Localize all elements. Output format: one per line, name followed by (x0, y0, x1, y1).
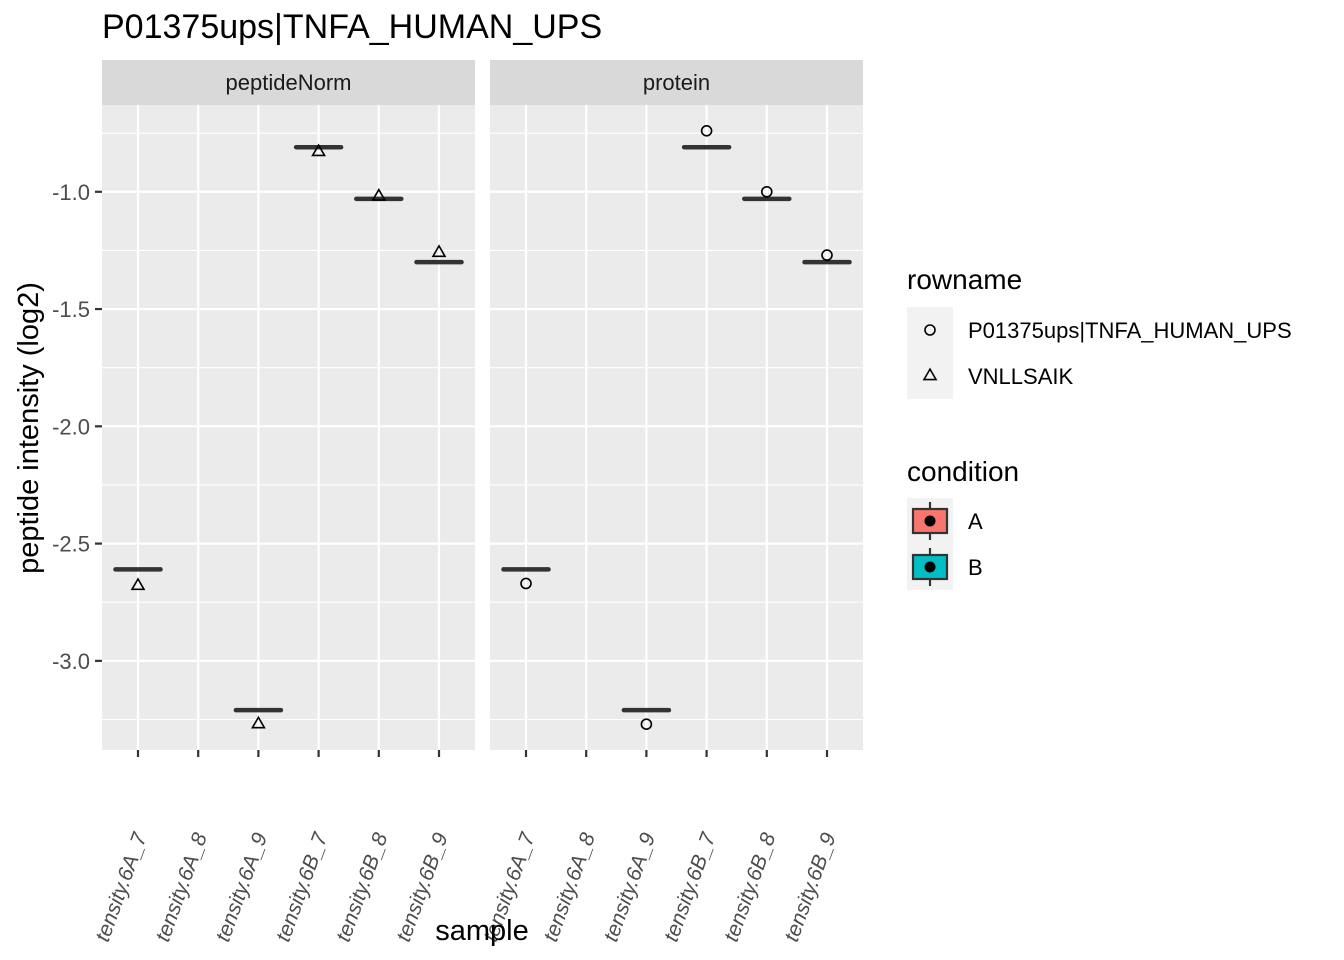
facet-strip (102, 60, 475, 105)
legend-dot (924, 515, 936, 527)
data-point-triangle (431, 244, 447, 258)
legend-label: P01375ups|TNFA_HUMAN_UPS (968, 318, 1292, 343)
x-tick-label: tensity.6A_8 (539, 830, 600, 945)
legend-triangle-icon (922, 367, 938, 381)
x-tick-label: tensity.6B_7 (272, 829, 333, 945)
x-tick-label: tensity.6B_7 (660, 829, 721, 945)
legend-title: rowname (907, 264, 1022, 295)
legend-key (907, 307, 953, 353)
data-point-circle (520, 577, 532, 590)
y-axis: -1.0 -1.5 -2.0 -2.5 -3.0 (52, 180, 102, 674)
x-tick-label: tensity.6A_7 (91, 829, 152, 945)
data-point-circle (821, 249, 833, 261)
legends: rowname P01375ups|TNFA_HUMAN_UPS VNLLSAIK c… (907, 264, 1292, 590)
y-tick-label: -1.5 (52, 297, 90, 322)
data-point-triangle (130, 577, 146, 591)
legend-label: A (968, 509, 983, 534)
y-tick-label: -2.0 (52, 414, 90, 439)
data-point-circle (760, 185, 773, 198)
facet-strip (490, 60, 863, 105)
y-tick-label: -1.0 (52, 180, 90, 205)
x-tick-label: tensity.6A_9 (211, 830, 272, 945)
legend-circle-icon (924, 324, 936, 336)
legend-label: B (968, 555, 983, 580)
legend-label: VNLLSAIK (968, 364, 1073, 389)
x-axis-title: sample (435, 915, 529, 947)
data-point-triangle (251, 715, 266, 729)
facet-strip-label: peptideNorm (226, 70, 352, 95)
legend-title: condition (907, 456, 1019, 487)
data-point-triangle (371, 188, 387, 201)
x-tick-label: tensity.6A_8 (151, 830, 212, 945)
y-tick-label: -3.0 (52, 649, 90, 674)
data-point-circle (640, 718, 653, 731)
data-point-circle (700, 125, 713, 137)
legend-dot (924, 561, 936, 573)
x-tick-label: tensity.6B_9 (780, 830, 841, 945)
legend-key (907, 353, 953, 399)
facet-strip-label: protein (643, 70, 710, 95)
data-point-triangle (311, 143, 326, 157)
y-axis-title: peptide intensity (log2) (13, 282, 45, 574)
x-tick-label: tensity.6B_8 (720, 830, 781, 945)
legend-box-A (911, 507, 949, 535)
chart-title: P01375ups|TNFA_HUMAN_UPS (102, 8, 602, 46)
x-tick-label: tensity.6A_9 (599, 830, 660, 945)
panel-background (490, 105, 863, 750)
x-tick-label: tensity.6B_8 (332, 830, 393, 945)
panel-background (102, 105, 475, 750)
y-tick-label: -2.5 (52, 532, 90, 557)
